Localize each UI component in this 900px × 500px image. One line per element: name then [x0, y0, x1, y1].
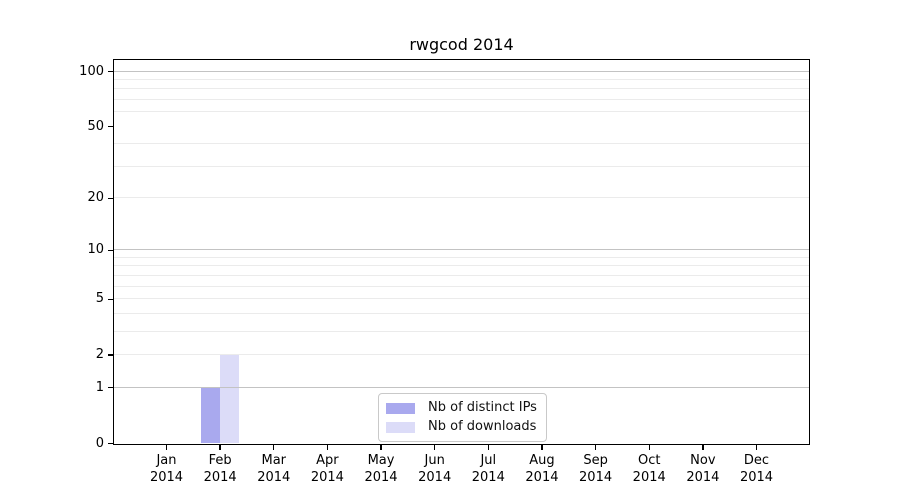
legend-swatch-nb-of-downloads: [386, 421, 415, 433]
y-tick-label: 2: [95, 346, 104, 362]
x-tick: [541, 445, 543, 450]
x-tick-label: Mar 2014: [257, 453, 291, 485]
gridline: [114, 265, 809, 267]
legend-item: Nb of distinct IPs: [386, 400, 537, 416]
gridline: [114, 79, 809, 81]
gridline: [114, 70, 809, 72]
x-tick-label: Jan 2014: [149, 453, 184, 485]
x-tick: [326, 445, 329, 450]
x-tick-label: Jun 2014: [418, 453, 452, 485]
legend-swatch-nb-of-distinct-ips: [386, 402, 415, 414]
chart-title: rwgcod 2014: [409, 35, 514, 54]
bar-nb-of-distinct-ips: [200, 387, 220, 443]
gridline: [114, 249, 809, 251]
gridline: [114, 165, 809, 167]
gridlines-layer: [114, 60, 809, 444]
legend-item: Nb of downloads: [386, 419, 537, 435]
y-tick-label: 5: [95, 291, 104, 307]
y-tick: [108, 71, 113, 73]
x-tick: [380, 445, 382, 450]
y-tick: [108, 298, 113, 300]
gridline: [114, 197, 809, 199]
gridline: [114, 274, 809, 276]
gridline: [114, 298, 809, 300]
x-tick-label: Apr 2014: [310, 453, 344, 485]
y-tick: [108, 126, 113, 128]
x-tick-label: May 2014: [364, 453, 398, 485]
plot-area: [113, 59, 810, 445]
gridline: [114, 386, 809, 388]
gridline: [114, 330, 809, 332]
gridline: [114, 111, 809, 113]
legend: Nb of distinct IPs Nb of downloads: [378, 393, 547, 442]
gridline: [114, 312, 809, 314]
y-tick-label: 50: [87, 118, 104, 134]
x-tick-label: Nov 2014: [686, 453, 720, 485]
x-tick-label: Oct 2014: [632, 453, 666, 485]
x-tick: [434, 445, 436, 450]
x-tick: [219, 445, 221, 450]
y-tick: [108, 354, 113, 356]
legend-label: Nb of downloads: [428, 419, 537, 434]
x-tick-label: Jul 2014: [471, 453, 505, 485]
x-tick: [487, 445, 489, 450]
x-tick-label: Feb 2014: [203, 453, 237, 485]
x-tick-label: Dec 2014: [739, 453, 774, 485]
gridline: [114, 285, 809, 287]
gridline: [114, 353, 809, 355]
y-tick-label: 100: [79, 63, 104, 79]
x-tick: [648, 445, 650, 450]
gridline: [114, 99, 809, 101]
y-tick-label: 0: [95, 435, 104, 451]
y-tick: [108, 197, 113, 199]
y-tick: [108, 249, 113, 251]
x-tick-label: Aug 2014: [525, 453, 559, 485]
y-tick-label: 20: [87, 190, 104, 206]
x-tick: [165, 445, 168, 450]
gridline: [114, 256, 809, 258]
x-tick: [273, 445, 275, 450]
y-tick-label: 10: [87, 242, 104, 258]
y-tick-label: 1: [95, 379, 104, 395]
gridline: [114, 88, 809, 90]
x-tick-label: Sep 2014: [579, 453, 613, 485]
legend-label: Nb of distinct IPs: [428, 400, 537, 415]
bars-layer: [114, 60, 809, 444]
y-tick: [108, 387, 113, 389]
x-tick: [594, 445, 597, 450]
bar-nb-of-downloads: [219, 354, 239, 443]
y-tick: [108, 442, 113, 445]
gridline: [114, 143, 809, 145]
x-tick: [755, 445, 758, 450]
x-tick: [702, 445, 704, 450]
